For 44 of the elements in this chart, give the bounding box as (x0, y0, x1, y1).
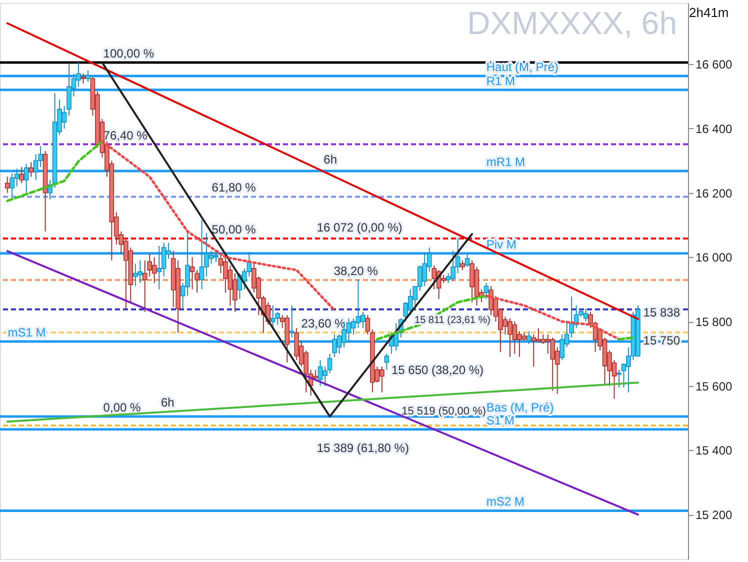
text: 2h41m (689, 5, 729, 20)
annotation: 100,00 % (103, 46, 154, 61)
annotation: 6h (324, 152, 338, 167)
candlestick (327, 353, 332, 374)
annotation: 15 389 (61,80 %) (316, 440, 409, 455)
annotation: 15 519 (50,00 %) (402, 406, 486, 418)
candlestick (464, 253, 470, 268)
y-tick-label: 16 000 (696, 250, 733, 265)
annotation: 16 072 (0,00 %) (316, 220, 402, 235)
candlestick (28, 162, 34, 178)
annotation: 61,80 % (212, 180, 256, 195)
annotation: 76,40 % (103, 128, 148, 142)
candlestick (24, 163, 29, 194)
candlestick (484, 282, 489, 300)
annotation: 0,00 % (103, 400, 141, 414)
candlestick (86, 70, 90, 82)
candlestick (19, 166, 24, 184)
annotation: 50,00 % (212, 222, 256, 237)
ref-line-label: mS2 M (486, 494, 524, 509)
candlestick (526, 330, 532, 345)
y-tick-label: 16 600 (696, 58, 733, 72)
annotation: 38,20 % (334, 264, 378, 278)
ref-line-label: Piv M (486, 237, 516, 252)
y-tick-label: 15 200 (696, 508, 733, 522)
candlestick (80, 73, 86, 84)
candlestick (365, 314, 370, 335)
candlestick (4, 176, 10, 194)
annotation: 6h (160, 396, 174, 410)
ref-line-label: Haut (M, Pré) (486, 60, 558, 74)
candlestick (460, 260, 465, 271)
y-tick-label: 16 400 (696, 122, 733, 136)
annotation: 15 650 (38,20 %) (391, 362, 484, 377)
candlestick (531, 334, 536, 368)
ref-line-label: Bas (M, Pré) (486, 400, 554, 414)
ref-line-label: R1 M (486, 74, 516, 88)
annotation: 15 811 (23,61 %) (414, 314, 490, 326)
y-tick-label: 16 200 (696, 186, 733, 200)
y-tick-label: 15 800 (696, 315, 733, 330)
candlestick (10, 173, 15, 197)
ref-line-label: mR1 M (486, 154, 526, 169)
y-tick-label: 15 600 (696, 379, 733, 394)
chart-title: DXMXXXX, 6h (467, 5, 677, 41)
candlestick (384, 353, 390, 370)
y-tick-label: 15 400 (696, 444, 733, 458)
